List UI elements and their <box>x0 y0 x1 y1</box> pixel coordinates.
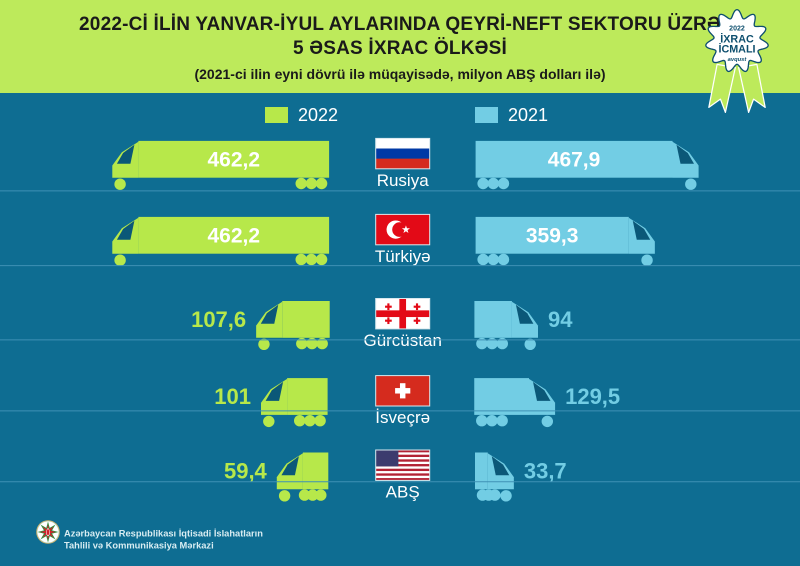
svg-text:2022: 2022 <box>298 105 338 125</box>
svg-text:462,2: 462,2 <box>207 224 260 247</box>
svg-text:101: 101 <box>214 384 251 409</box>
svg-text:129,5: 129,5 <box>565 384 620 409</box>
svg-text:33,7: 33,7 <box>524 458 567 483</box>
svg-text:Türkiyə: Türkiyə <box>375 247 431 266</box>
svg-text:Rusiya: Rusiya <box>377 171 430 190</box>
svg-text:107,6: 107,6 <box>191 307 246 332</box>
svg-text:94: 94 <box>548 307 573 332</box>
svg-text:359,3: 359,3 <box>526 224 579 247</box>
svg-text:Azərbaycan Respublikası İqtisa: Azərbaycan Respublikası İqtisadi İslahat… <box>64 529 263 539</box>
svg-text:Tahlili və Kommunikasiya Mərka: Tahlili və Kommunikasiya Mərkazi <box>64 541 214 551</box>
svg-text:59,4: 59,4 <box>224 458 268 483</box>
svg-text:2021: 2021 <box>508 105 548 125</box>
svg-text:467,9: 467,9 <box>548 148 601 171</box>
svg-text:ABŞ: ABŞ <box>386 482 420 501</box>
svg-text:462,2: 462,2 <box>207 148 260 171</box>
